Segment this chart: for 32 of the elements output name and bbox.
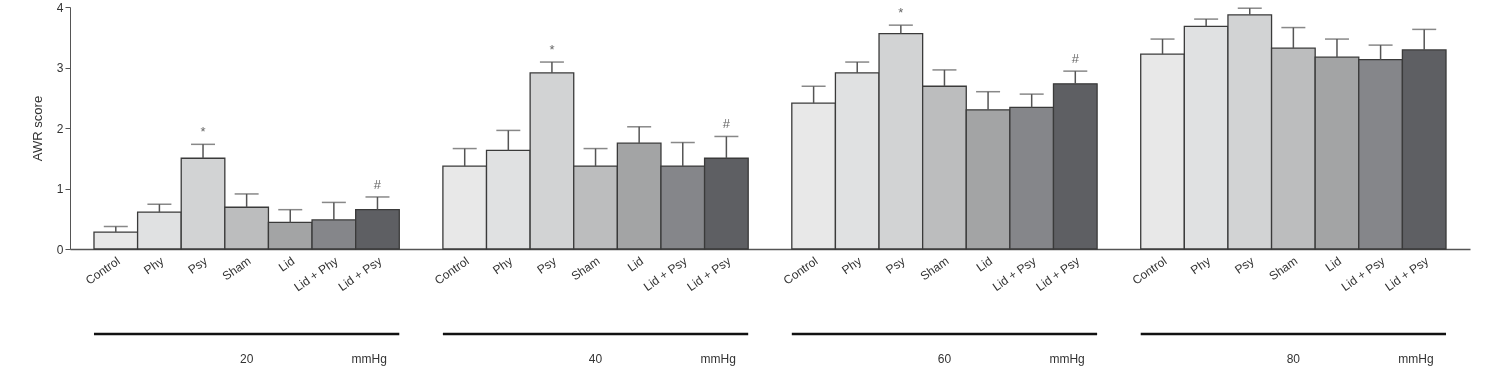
x-tick-label: Lid <box>275 253 298 275</box>
y-tick-label: 0 <box>56 242 64 257</box>
y-axis-title: AWR score <box>29 95 45 162</box>
text: 40 <box>588 352 603 366</box>
x-tick-label: Phy <box>1188 253 1214 278</box>
text: mmHg <box>700 352 736 366</box>
annotation: * <box>898 5 904 21</box>
text: 60 <box>937 352 952 366</box>
annotation: # <box>722 116 731 132</box>
y-tick-label: 1 <box>56 182 64 196</box>
y-tick-label: 3 <box>56 61 64 75</box>
annotation: * <box>549 42 555 58</box>
text: mmHg <box>1398 352 1434 366</box>
text: 80 <box>1286 352 1301 366</box>
x-tick-label: Psy <box>883 253 908 277</box>
x-tick-label: Lid <box>624 253 647 275</box>
y-tick-label: 2 <box>56 121 64 136</box>
x-tick-label: Phy <box>839 253 865 278</box>
x-tick-label: Psy <box>1232 253 1257 277</box>
annotation: # <box>1071 51 1080 67</box>
text: mmHg <box>351 352 387 366</box>
x-tick-label: Phy <box>490 253 516 278</box>
x-tick-label: Phy <box>141 253 167 278</box>
text: mmHg <box>1049 352 1085 366</box>
x-tick-label: Lid <box>973 253 995 275</box>
x-tick-label: Psy <box>185 253 210 277</box>
y-tick-label: 4 <box>56 0 64 15</box>
x-tick-label: Lid <box>1322 253 1344 275</box>
text: 20 <box>239 352 254 366</box>
annotation: * <box>200 124 206 140</box>
x-tick-label: Psy <box>534 253 559 277</box>
annotation: # <box>373 176 382 192</box>
